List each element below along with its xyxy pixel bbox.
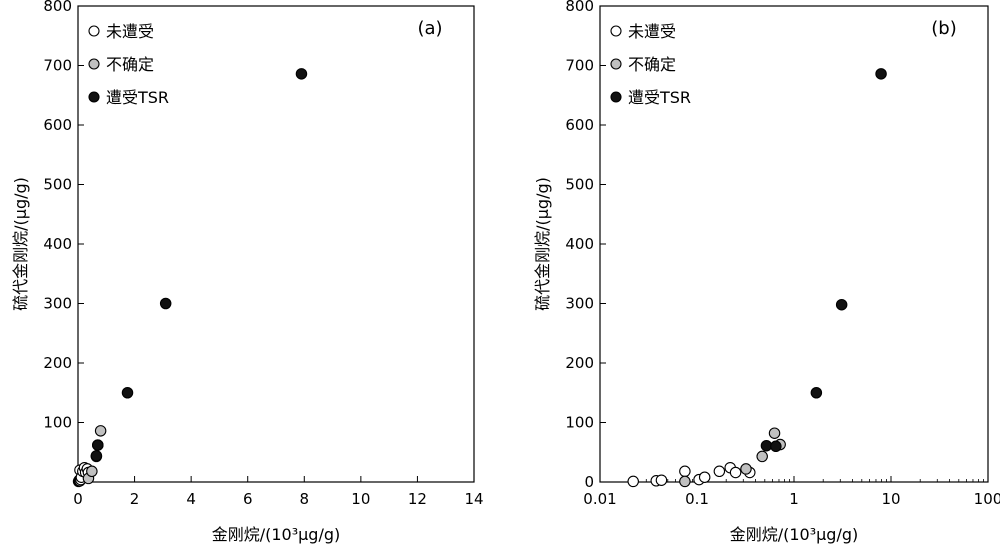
x-axis-title: 金刚烷/(10³μg/g): [730, 525, 859, 544]
x-axis-title: 金刚烷/(10³μg/g): [212, 525, 341, 544]
y-tick-label: 400: [565, 235, 594, 253]
plot-frame: [77, 5, 475, 483]
y-tick-label: 300: [565, 295, 594, 313]
data-point-uncertain: [94, 425, 107, 437]
legend-marker-tsr: [610, 91, 622, 103]
data-point-unaffected: [713, 465, 726, 478]
legend-label-uncertain: 不确定: [628, 55, 676, 74]
data-point-unaffected: [655, 474, 668, 486]
plot-frame: [599, 5, 989, 483]
legend-marker-uncertain: [88, 58, 100, 70]
data-point-tsr: [159, 297, 172, 310]
legend-label-uncertain: 不确定: [106, 55, 154, 74]
y-tick-label: 400: [43, 235, 72, 253]
y-tick-label: 0: [584, 473, 594, 491]
data-point-tsr: [90, 450, 103, 462]
y-axis-title: 硫代金刚烷/(μg/g): [11, 177, 30, 311]
data-point-tsr: [760, 439, 773, 452]
data-point-uncertain: [768, 427, 781, 439]
y-tick-label: 700: [565, 57, 594, 75]
y-tick-label: 200: [565, 354, 594, 372]
y-tick-label: 500: [43, 176, 72, 194]
chart-panel-a: 0 2 4 6 8 10 12 14 100 200 300 400 500 600 700 800 金刚烷/(…: [11, 0, 484, 544]
y-tick-label: 300: [43, 295, 72, 313]
x-tick-label: 12: [408, 490, 427, 508]
y-tick-label: 800: [43, 0, 72, 15]
data-point-uncertain: [679, 475, 691, 488]
x-tick-label: 6: [243, 490, 253, 508]
data-point-tsr: [121, 386, 134, 399]
y-tick-label: 100: [565, 414, 594, 432]
x-tick-label: 8: [300, 490, 310, 508]
data-point-uncertain: [756, 450, 768, 463]
data-point-tsr: [810, 386, 823, 399]
data-point-unaffected: [627, 475, 639, 488]
x-tick-label: 10: [881, 490, 900, 508]
x-tick-label: 100: [974, 490, 1000, 508]
legend-label-unaffected: 未遭受: [628, 22, 676, 41]
data-point-tsr: [770, 440, 782, 453]
y-tick-label: 600: [565, 116, 594, 134]
x-tick-label: 2: [130, 490, 140, 508]
legend-marker-unaffected: [88, 25, 100, 37]
x-tick-label: 0.1: [685, 490, 709, 508]
data-point-uncertain: [740, 463, 752, 475]
data-point-tsr: [92, 439, 104, 451]
data-point-uncertain: [86, 465, 98, 478]
data-point-tsr: [835, 298, 848, 311]
legend-label-unaffected: 未遭受: [106, 22, 154, 41]
y-axis-title: 硫代金刚烷/(μg/g): [533, 177, 552, 311]
data-point-unaffected: [679, 465, 691, 478]
data-point-unaffected: [729, 466, 742, 479]
y-tick-label: 700: [43, 57, 72, 75]
panel-label: (b): [931, 18, 956, 39]
y-tick-label: 200: [43, 354, 72, 372]
y-tick-label: 800: [565, 0, 594, 15]
x-tick-label: 14: [464, 490, 483, 508]
x-tick-label: 1: [789, 490, 799, 508]
y-tick-label: 500: [565, 176, 594, 194]
panel-label: (a): [417, 18, 442, 39]
x-tick-label: 0: [73, 490, 83, 508]
legend-marker-uncertain: [610, 58, 622, 70]
legend-marker-unaffected: [610, 25, 622, 37]
legend-label-tsr: 遭受TSR: [106, 88, 169, 107]
data-point-unaffected: [698, 471, 711, 483]
y-tick-label: 600: [43, 116, 72, 134]
x-tick-label: 0.01: [583, 490, 616, 508]
x-tick-label: 10: [351, 490, 370, 508]
chart-panel-b: 0.01 0.1 1 10 100 0 100 200 300 400 500 600 700 800 金刚…: [533, 0, 1000, 544]
legend-label-tsr: 遭受TSR: [628, 88, 691, 107]
y-tick-label: 100: [43, 414, 72, 432]
data-point-tsr: [875, 68, 887, 80]
x-tick-label: 4: [186, 490, 196, 508]
legend-marker-tsr: [88, 91, 100, 103]
data-point-tsr: [295, 68, 308, 80]
